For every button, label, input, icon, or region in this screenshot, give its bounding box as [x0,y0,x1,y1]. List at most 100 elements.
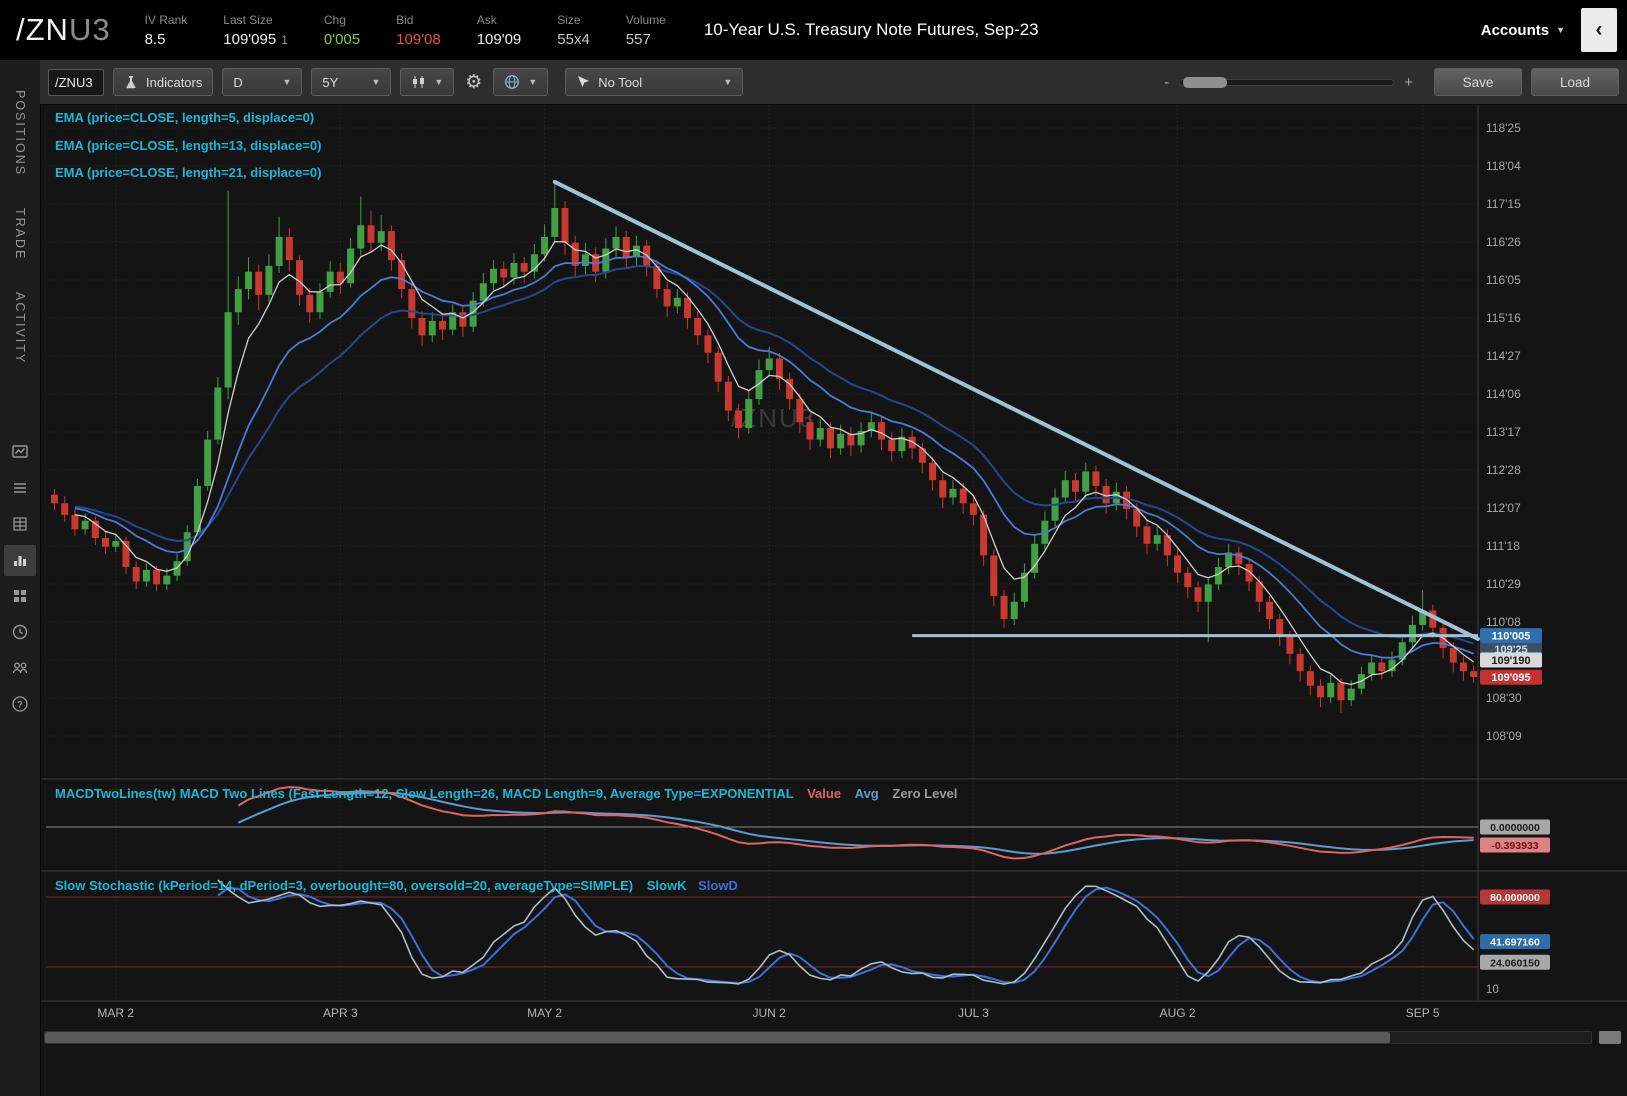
symbol-input[interactable] [48,69,104,96]
stoch-slowd-line [218,888,1474,983]
svg-text:APR 3: APR 3 [323,1006,358,1020]
stat-ask: Ask109'09 [477,13,522,48]
chart-area[interactable]: 118'25 118'04 117'15 116'26 116'05 115'16 114'… [40,105,1627,1096]
svg-text:116'05: 116'05 [1486,273,1521,287]
globe-icon [504,74,520,90]
accounts-menu[interactable]: Accounts▼ [1481,22,1565,39]
scrollbar-thumb[interactable] [45,1032,1390,1043]
svg-text:10: 10 [1486,984,1499,996]
svg-text:117'15: 117'15 [1486,197,1521,211]
candlestick-icon [411,75,426,89]
svg-text:41.697160: 41.697160 [1490,937,1540,949]
svg-text:AUG 2: AUG 2 [1160,1006,1196,1020]
svg-text:110'29: 110'29 [1486,577,1521,591]
stat-size: Size55x4 [557,13,590,48]
symbol-root: /ZN [16,12,69,47]
header-bar: /ZNU3 IV Rank8.5 Last Size109'0951 Chg0'… [0,0,1627,60]
timeframe-dropdown[interactable]: D▼ [222,68,302,96]
svg-text:JUL 3: JUL 3 [958,1006,989,1020]
svg-text:114'06: 114'06 [1486,387,1521,401]
flask-icon [124,75,138,89]
people-icon[interactable] [4,653,36,684]
range-dropdown[interactable]: 5Y▼ [311,68,391,96]
last-price: 109'095 [223,31,276,48]
scrollbar-corner-button[interactable] [1599,1031,1621,1044]
zoom-out-button[interactable]: - [1164,74,1169,91]
collapse-panel-button[interactable]: ‹ [1581,8,1617,52]
svg-text:111'18: 111'18 [1486,539,1520,553]
chevron-down-icon: ▼ [434,77,443,87]
symbol-logo: /ZNU3 [16,12,111,48]
svg-text:109'095: 109'095 [1491,672,1530,684]
trendline-drawing [555,182,1478,639]
svg-text:109'190: 109'190 [1491,655,1530,667]
stat-iv-rank: IV Rank8.5 [145,13,188,48]
cursor-icon [576,75,589,89]
svg-text:108'09: 108'09 [1486,729,1522,743]
display-style-dropdown[interactable]: ▼ [493,68,548,96]
instrument-title: 10-Year U.S. Treasury Note Futures, Sep-… [704,20,1039,40]
svg-text:110'005: 110'005 [1492,631,1531,643]
symbol-suffix: U3 [69,12,111,47]
stoch-slowk-line [218,880,1474,984]
chevron-down-icon: ▼ [723,77,732,87]
svg-text:MAR 2: MAR 2 [97,1006,134,1020]
svg-text:116'26: 116'26 [1486,235,1521,249]
list-icon[interactable] [4,473,36,504]
svg-text:118'04: 118'04 [1486,159,1521,173]
settings-gear-icon[interactable]: ⚙ [463,71,484,93]
chart-type-dropdown[interactable]: ▼ [400,68,454,96]
app-window: /ZNU3 IV Rank8.5 Last Size109'0951 Chg0'… [0,0,1627,1096]
left-sidebar: POSITIONS TRADE ACTIVITY ? [0,60,40,1096]
chevron-left-icon: ‹ [1596,18,1603,41]
svg-text:SEP 5: SEP 5 [1406,1006,1440,1020]
charts-icon[interactable] [4,545,36,576]
sidebar-tab-activity[interactable]: ACTIVITY [13,292,27,364]
svg-text:JUN 2: JUN 2 [753,1006,787,1020]
zoom-control: - + [1164,74,1413,91]
chevron-down-icon: ▼ [528,77,537,87]
svg-text:?: ? [17,700,23,710]
ema-line-5 [75,242,1474,685]
svg-text:115'16: 115'16 [1486,311,1521,325]
stat-last-size: Last Size109'0951 [223,13,288,48]
stat-volume: Volume557 [626,13,666,48]
svg-text:0.0000000: 0.0000000 [1490,822,1540,834]
help-icon[interactable]: ? [4,689,36,720]
chevron-down-icon: ▼ [282,77,291,87]
chevron-down-icon: ▼ [371,77,380,87]
zoom-slider-thumb[interactable] [1183,77,1227,88]
svg-text:MAY 2: MAY 2 [527,1006,562,1020]
zoom-in-button[interactable]: + [1404,74,1413,91]
svg-text:112'28: 112'28 [1486,463,1521,477]
svg-text:118'25: 118'25 [1486,121,1521,135]
chart-toolbar: Indicators D▼ 5Y▼ ▼ ⚙ ▼ No Tool [40,60,1627,105]
price-chart-canvas[interactable]: 118'25 118'04 117'15 116'26 116'05 115'16 114'… [41,105,1627,1096]
sidebar-tab-positions[interactable]: POSITIONS [13,90,27,176]
indicators-button[interactable]: Indicators [113,68,213,96]
ch evron-down-icon: ▼ [1556,25,1565,35]
report-chart-icon[interactable] [4,437,36,468]
last-size: 1 [281,33,288,47]
svg-text:-0.393933: -0.393933 [1491,840,1538,852]
svg-text:110'08: 110'08 [1486,615,1521,629]
horizontal-scrollbar[interactable] [44,1031,1592,1044]
svg-text:113'17: 113'17 [1486,425,1521,439]
svg-text:114'27: 114'27 [1486,349,1521,363]
candles-layer [51,182,1477,713]
grid-apps-icon[interactable] [4,581,36,612]
stat-chg: Chg0'005 [324,13,360,48]
save-button[interactable]: Save [1434,68,1522,96]
load-button[interactable]: Load [1531,68,1619,96]
clock-icon[interactable] [4,617,36,648]
ema-line-13 [75,256,1474,658]
ledger-icon[interactable] [4,509,36,540]
svg-text:24.060150: 24.060150 [1490,957,1540,969]
svg-text:112'07: 112'07 [1486,501,1521,515]
drawing-tool-dropdown[interactable]: No Tool ▼ [565,68,743,96]
chart-watermark: /ZNU3 [731,403,816,433]
zoom-slider[interactable] [1179,79,1394,86]
svg-text:80.000000: 80.000000 [1490,892,1540,904]
stat-bid: Bid109'08 [396,13,441,48]
sidebar-tab-trade[interactable]: TRADE [13,208,27,260]
